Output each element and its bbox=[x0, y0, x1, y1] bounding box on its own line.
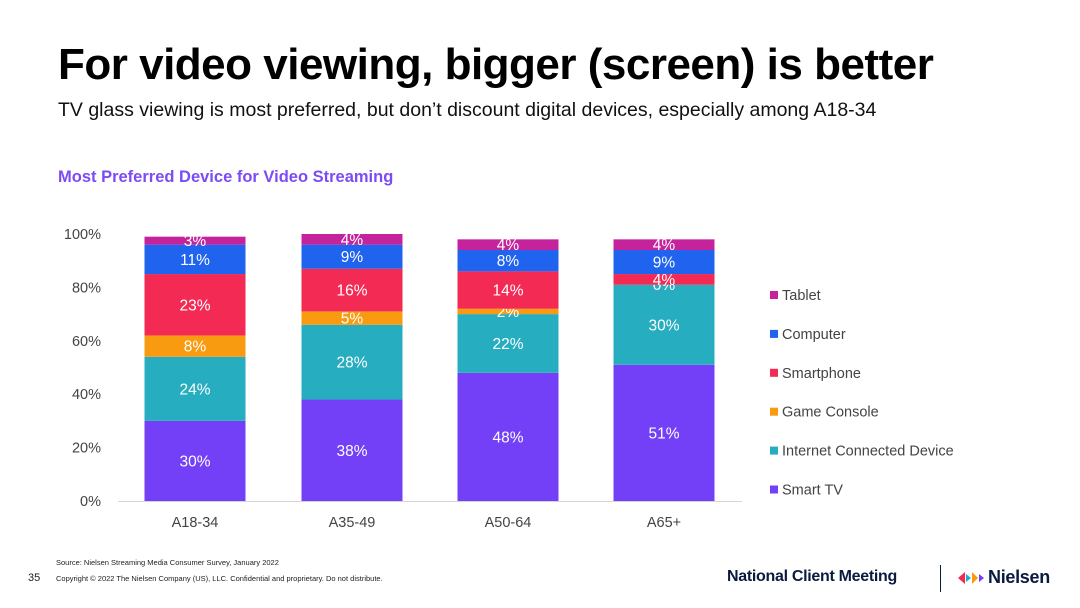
data-label: 14% bbox=[492, 283, 523, 300]
data-label: 5% bbox=[341, 311, 364, 328]
data-label: 23% bbox=[179, 297, 210, 314]
x-tick-label: A18-34 bbox=[172, 515, 219, 531]
bar-segment bbox=[144, 356, 246, 421]
bar-segment bbox=[301, 234, 403, 245]
chart-title: Most Preferred Device for Video Streamin… bbox=[58, 168, 394, 186]
x-tick-label: A65+ bbox=[647, 515, 681, 531]
copyright-note: Copyright © 2022 The Nielsen Company (US… bbox=[56, 574, 383, 583]
page-number: 35 bbox=[28, 572, 41, 584]
bar-segment bbox=[301, 244, 403, 269]
legend-swatch bbox=[770, 407, 778, 416]
data-label: 11% bbox=[180, 252, 210, 269]
slide-subtitle: TV glass viewing is most preferred, but … bbox=[58, 99, 877, 121]
data-label: 8% bbox=[184, 339, 207, 356]
bar-segment bbox=[144, 274, 246, 336]
bar-segment bbox=[457, 308, 559, 315]
bar-segment bbox=[301, 324, 403, 400]
bar-segment bbox=[613, 250, 715, 275]
legend-label: Computer bbox=[782, 327, 846, 343]
x-tick-label: A50-64 bbox=[485, 515, 532, 531]
data-label: 4% bbox=[341, 232, 364, 249]
legend-label: Smart TV bbox=[782, 483, 843, 499]
data-label: 4% bbox=[653, 237, 676, 254]
data-label: 30% bbox=[179, 453, 210, 470]
bar-segment bbox=[457, 271, 559, 309]
legend-swatch bbox=[770, 446, 778, 455]
data-label: 3% bbox=[184, 233, 207, 250]
bar-segment bbox=[144, 236, 246, 245]
bar-segment bbox=[457, 250, 559, 272]
bar-segment bbox=[144, 420, 246, 501]
data-label: 9% bbox=[341, 249, 364, 266]
nielsen-logo-text: Nielsen bbox=[988, 567, 1050, 587]
event-name: National Client Meeting bbox=[727, 568, 897, 585]
data-label: 51% bbox=[648, 425, 679, 442]
data-label: 8% bbox=[497, 253, 520, 270]
data-label: 9% bbox=[653, 255, 676, 272]
y-tick-label: 0% bbox=[80, 494, 101, 510]
data-label: 4% bbox=[653, 272, 676, 289]
legend-label: Internet Connected Device bbox=[782, 444, 954, 460]
y-tick-label: 20% bbox=[72, 441, 101, 457]
data-label: 28% bbox=[336, 355, 367, 372]
bar-segment bbox=[457, 239, 559, 251]
bar-segment bbox=[613, 239, 715, 251]
bar-segment bbox=[613, 274, 715, 285]
data-label: 38% bbox=[336, 443, 367, 460]
legend-swatch bbox=[770, 329, 778, 338]
bar-segment bbox=[301, 268, 403, 312]
y-tick-label: 60% bbox=[72, 334, 101, 350]
bar-segment bbox=[301, 311, 403, 325]
bar-segment bbox=[457, 314, 559, 373]
data-label: 30% bbox=[648, 317, 679, 334]
data-label: 16% bbox=[336, 283, 367, 300]
source-note: Source: Nielsen Streaming Media Consumer… bbox=[56, 558, 279, 567]
legend-label: Tablet bbox=[782, 288, 821, 304]
bar-segment bbox=[457, 372, 559, 501]
y-tick-label: 40% bbox=[72, 387, 101, 403]
y-tick-label: 80% bbox=[72, 280, 101, 296]
legend-swatch bbox=[770, 485, 778, 494]
nielsen-logo-icon bbox=[958, 571, 984, 584]
bar-segment bbox=[613, 284, 715, 365]
bar-segment bbox=[301, 399, 403, 501]
legend-swatch bbox=[770, 368, 778, 377]
nielsen-logo: Nielsen bbox=[958, 567, 1050, 588]
slide-title: For video viewing, bigger (screen) is be… bbox=[58, 40, 934, 89]
data-label: 48% bbox=[492, 429, 523, 446]
data-label: 4% bbox=[497, 237, 520, 254]
data-label: 24% bbox=[179, 381, 210, 398]
legend-label: Game Console bbox=[782, 405, 879, 421]
legend-swatch bbox=[770, 291, 778, 299]
bar-segment bbox=[144, 335, 246, 357]
footer-divider bbox=[940, 565, 941, 592]
y-tick-label: 100% bbox=[64, 227, 101, 243]
legend-label: Smartphone bbox=[782, 366, 861, 382]
bar-segment bbox=[613, 364, 715, 501]
bar-segment bbox=[144, 244, 246, 275]
x-tick-label: A35-49 bbox=[329, 515, 376, 531]
data-label: 22% bbox=[492, 336, 523, 353]
